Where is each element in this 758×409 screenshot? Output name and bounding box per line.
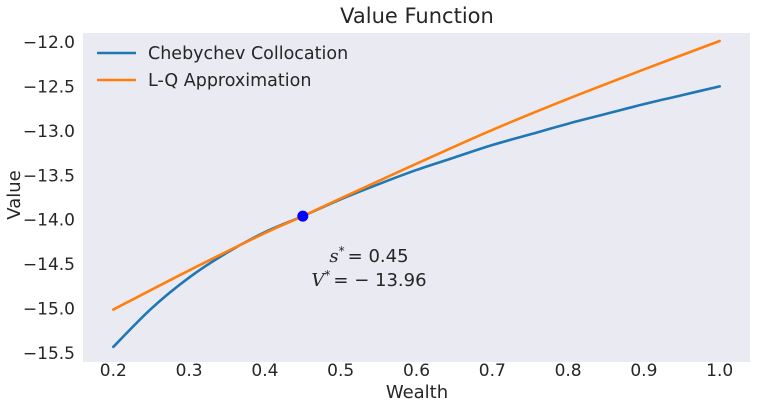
y-tick-label: −12.5 — [23, 77, 75, 97]
optimum-marker — [297, 210, 309, 222]
y-tick-label: −12.0 — [23, 33, 75, 53]
annotation: s* = 0.45 V* = − 13.96 — [311, 244, 426, 291]
y-tick-label: −13.0 — [23, 122, 75, 142]
x-tick-label: 0.8 — [555, 361, 582, 381]
x-tick-label: 0.2 — [100, 361, 127, 381]
series-layer — [112, 39, 721, 349]
y-tick-label: −15.0 — [23, 300, 75, 320]
x-tick-label: 0.7 — [479, 361, 506, 381]
series-line-0 — [112, 85, 721, 349]
x-ticks: 0.2 0.3 0.4 0.5 0.6 0.7 0.8 0.9 1.0 — [100, 361, 733, 381]
x-axis-label: Wealth — [386, 382, 448, 403]
y-tick-label: −13.5 — [23, 166, 75, 186]
x-tick-label: 0.6 — [403, 361, 430, 381]
legend-label-lq: L-Q Approximation — [148, 71, 311, 91]
x-tick-label: 0.4 — [251, 361, 278, 381]
x-tick-label: 0.9 — [630, 361, 657, 381]
legend-label-chebychev: Chebychev Collocation — [148, 44, 348, 64]
legend: Chebychev Collocation L-Q Approximation — [97, 44, 348, 91]
marker-layer — [297, 210, 309, 222]
plot-background — [83, 33, 750, 362]
y-tick-label: −14.5 — [23, 255, 75, 275]
x-tick-label: 0.3 — [176, 361, 203, 381]
x-tick-label: 1.0 — [706, 361, 733, 381]
x-tick-label: 0.5 — [327, 361, 354, 381]
y-tick-label: −15.5 — [23, 344, 75, 364]
y-ticks: −15.5 −15.0 −14.5 −14.0 −13.5 −13.0 −12.5 −12.0 — [23, 33, 75, 364]
y-tick-label: −14.0 — [23, 211, 75, 231]
chart-title: Value Function — [340, 4, 494, 28]
series-line-1 — [112, 39, 721, 311]
annotation-v-star: V* = − 13.96 — [311, 268, 426, 291]
y-axis-label: Value — [4, 170, 25, 219]
annotation-s-star: s* = 0.45 — [329, 244, 408, 267]
